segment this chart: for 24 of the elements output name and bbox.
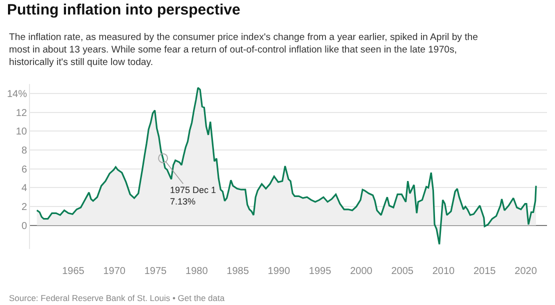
y-tick-label: 12 [16, 108, 28, 119]
x-tick-label: 2015 [473, 266, 496, 277]
y-tick-label: 14% [6, 88, 28, 100]
x-tick-label: 1985 [226, 266, 250, 277]
y-tick-label: 0 [21, 220, 28, 232]
source-note: Source: Federal Reserve Bank of St. Louis • Get the data [9, 293, 225, 303]
x-tick-label: 2005 [391, 266, 414, 277]
x-tick-label: 2020 [514, 266, 538, 277]
chart-title: Putting inflation into perspective [7, 2, 240, 18]
x-tick-label: 1990 [268, 266, 290, 277]
y-tick-label: 4 [21, 183, 28, 194]
x-tick-label: 1980 [186, 266, 208, 277]
x-tick-label: 2000 [350, 266, 373, 277]
y-tick-label: 2 [21, 202, 28, 214]
annotation: 1975 Dec 1 7.13% [170, 185, 216, 207]
y-tick-label: 8 [21, 146, 28, 156]
x-tick-label: 1995 [308, 266, 332, 277]
y-tick-label: 6 [21, 164, 28, 176]
x-tick-label: 1970 [103, 266, 126, 277]
x-tick-label: 1965 [62, 266, 85, 277]
x-tick-label: 1975 [144, 266, 168, 277]
chart-subtitle: The inflation rate, as measured by the consumer price index's change from a year earlier, spiked in April by the most in about 13 years. While some fear a return of out-of-control inflation like that seen in the late 1970s, historically it's still quite low today. [9, 32, 478, 68]
x-tick-label: 2010 [432, 266, 456, 277]
y-tick-label: 10 [16, 126, 28, 138]
